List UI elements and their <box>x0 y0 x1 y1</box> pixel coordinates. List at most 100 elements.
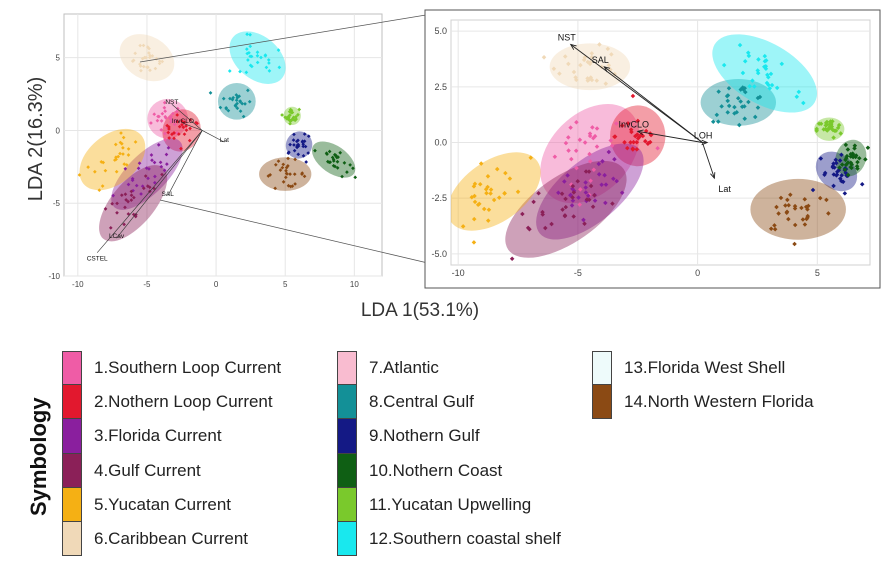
data-point <box>288 142 292 147</box>
legend-swatch <box>337 521 357 557</box>
legend-column-2: 7.Atlantic 8.Central Gulf 9.Nothern Gulf 10… <box>337 351 561 557</box>
data-point <box>280 165 285 170</box>
data-point <box>126 147 131 151</box>
data-point <box>292 148 297 153</box>
data-point <box>126 212 131 216</box>
loading-arrowhead <box>701 139 709 146</box>
legend-swatch <box>62 453 82 488</box>
data-point <box>147 46 151 51</box>
loading-label: SAL <box>162 191 175 198</box>
data-point <box>330 155 335 160</box>
legend-swatch <box>337 351 357 386</box>
zoom-connector-bottom <box>159 199 433 265</box>
legend-item: 9.Nothern Gulf <box>337 419 561 454</box>
legend-item: 6.Caribbean Current <box>62 521 281 557</box>
legend-swatch <box>337 487 357 522</box>
data-point <box>130 59 135 63</box>
zoom-grid <box>451 20 870 265</box>
data-point <box>159 128 164 132</box>
legend-swatch <box>62 351 82 386</box>
data-point <box>123 205 127 210</box>
data-point <box>238 109 243 114</box>
legend-column-3: 13.Florida West Shell 14.North Western Fl… <box>592 351 814 420</box>
data-point <box>122 162 127 166</box>
data-point <box>338 150 343 155</box>
data-point <box>123 192 128 197</box>
data-point <box>174 109 179 114</box>
data-point <box>167 136 172 140</box>
legend-label: 2.Nothern Loop Current <box>94 392 273 412</box>
data-point <box>283 175 288 180</box>
data-point <box>126 182 131 187</box>
data-point <box>335 159 340 164</box>
data-point <box>313 148 317 153</box>
legend-label: 13.Florida West Shell <box>624 358 786 378</box>
data-point <box>345 170 349 174</box>
data-point <box>158 160 163 165</box>
data-point <box>287 109 292 114</box>
data-point <box>108 226 113 230</box>
data-point <box>77 173 82 177</box>
loading-label: CSTEL <box>87 256 108 263</box>
data-point <box>485 184 490 190</box>
loading-arrow <box>701 142 715 179</box>
y-tick-label: -5 <box>53 199 61 208</box>
data-point <box>162 100 167 105</box>
loading-arrow <box>603 66 703 143</box>
data-point <box>121 135 126 140</box>
data-point <box>284 171 289 176</box>
y-tick-label: 0.0 <box>434 138 447 148</box>
loading-label: InvCLO <box>172 118 194 125</box>
data-point <box>292 132 296 137</box>
overview-ellipses <box>79 31 356 242</box>
data-point <box>288 184 293 189</box>
loading-arrow <box>116 130 203 239</box>
data-point <box>348 163 352 167</box>
data-point <box>245 51 250 56</box>
data-point <box>296 142 301 147</box>
overview-points <box>77 32 358 230</box>
legend-swatch <box>337 453 357 488</box>
confidence-ellipse <box>549 43 631 91</box>
legend-item: 8.Central Gulf <box>337 385 561 420</box>
data-point <box>116 154 121 159</box>
confidence-ellipse <box>505 160 627 258</box>
data-point <box>488 191 493 196</box>
legend-swatch <box>62 487 82 522</box>
data-point <box>334 155 339 160</box>
data-point <box>164 152 169 157</box>
x-tick-label: -10 <box>452 268 465 278</box>
data-point <box>101 160 106 165</box>
y-tick-label: 0 <box>56 126 61 135</box>
data-point <box>112 158 117 162</box>
data-point <box>162 168 167 173</box>
data-point <box>163 131 167 136</box>
legend-item: 7.Atlantic <box>337 351 561 386</box>
y-tick-label: -2.5 <box>431 193 447 203</box>
data-point <box>507 176 513 181</box>
loading-label: SAL <box>592 55 609 65</box>
data-point <box>296 138 300 143</box>
legend-label: 1.Southern Loop Current <box>94 358 282 378</box>
data-point <box>160 59 165 64</box>
data-point <box>353 175 358 180</box>
data-point <box>267 69 272 73</box>
data-point <box>130 178 135 183</box>
data-point <box>288 121 292 126</box>
legend-item: 2.Nothern Loop Current <box>62 385 281 420</box>
data-point <box>245 32 249 37</box>
y-tick-label: 5.0 <box>434 26 447 36</box>
data-point <box>301 144 306 149</box>
x-tick-label: -10 <box>72 280 84 289</box>
data-point <box>226 108 231 113</box>
data-point <box>143 174 148 178</box>
data-point <box>163 114 168 119</box>
data-point <box>306 151 311 155</box>
data-point <box>169 117 173 122</box>
data-point <box>342 161 347 165</box>
data-point <box>187 138 192 143</box>
data-point <box>142 55 147 60</box>
legend-swatch <box>592 385 612 420</box>
legend-label: 12.Southern coastal shelf <box>369 529 561 549</box>
